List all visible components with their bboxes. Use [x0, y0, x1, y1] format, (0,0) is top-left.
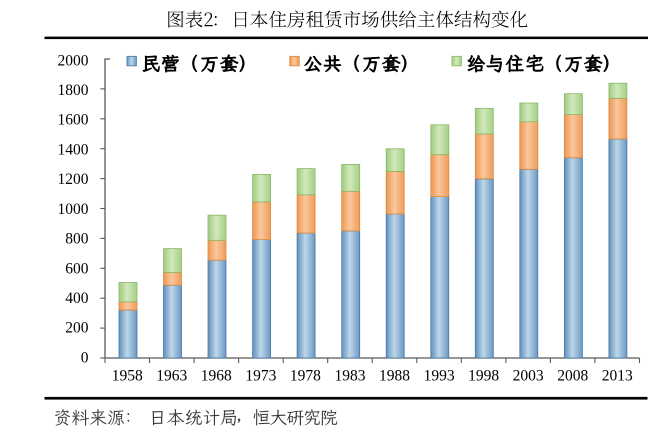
svg-text:2013: 2013 — [602, 368, 633, 385]
svg-text:1978: 1978 — [290, 368, 321, 385]
svg-text:2008: 2008 — [557, 368, 588, 385]
svg-text:1998: 1998 — [468, 368, 499, 385]
svg-text:1993: 1993 — [424, 368, 455, 385]
svg-text:1400: 1400 — [58, 141, 89, 158]
svg-text:1958: 1958 — [112, 368, 143, 385]
svg-text:1963: 1963 — [156, 368, 187, 385]
svg-text:1968: 1968 — [201, 368, 232, 385]
svg-text:0: 0 — [81, 349, 89, 366]
svg-text:1983: 1983 — [335, 368, 366, 385]
svg-text:600: 600 — [65, 260, 89, 277]
svg-text:1000: 1000 — [58, 201, 89, 218]
svg-text:1600: 1600 — [58, 112, 89, 129]
svg-text:400: 400 — [65, 290, 89, 307]
svg-text:1973: 1973 — [245, 368, 276, 385]
svg-text:2000: 2000 — [58, 52, 89, 69]
svg-text:1200: 1200 — [58, 171, 89, 188]
svg-text:200: 200 — [65, 320, 89, 337]
svg-text:1988: 1988 — [379, 368, 410, 385]
svg-text:800: 800 — [65, 231, 89, 248]
svg-text:1800: 1800 — [58, 82, 89, 99]
svg-text:2003: 2003 — [513, 368, 544, 385]
